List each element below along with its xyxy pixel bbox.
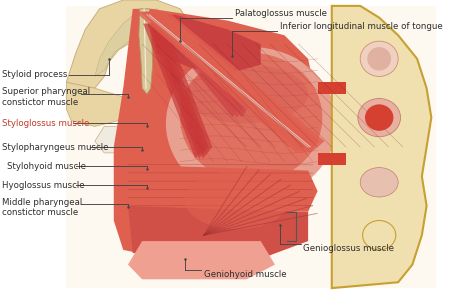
Polygon shape xyxy=(332,6,431,288)
Polygon shape xyxy=(318,153,346,165)
Text: Genioglossus muscle: Genioglossus muscle xyxy=(303,244,394,253)
Polygon shape xyxy=(135,12,310,153)
Polygon shape xyxy=(151,24,212,159)
Polygon shape xyxy=(128,206,308,265)
Text: Stylohyoid muscle: Stylohyoid muscle xyxy=(7,162,86,171)
Ellipse shape xyxy=(360,168,398,197)
Text: Geniohyoid muscle: Geniohyoid muscle xyxy=(204,270,286,279)
Ellipse shape xyxy=(185,171,289,229)
Polygon shape xyxy=(149,12,325,153)
Polygon shape xyxy=(318,82,346,94)
Polygon shape xyxy=(128,241,275,279)
Polygon shape xyxy=(140,12,315,153)
Ellipse shape xyxy=(166,47,337,200)
Text: Stylopharyngeus muscle: Stylopharyngeus muscle xyxy=(2,143,109,151)
Ellipse shape xyxy=(360,41,398,76)
Ellipse shape xyxy=(358,98,401,137)
Polygon shape xyxy=(95,9,175,76)
Polygon shape xyxy=(161,18,251,118)
Polygon shape xyxy=(156,18,246,118)
Polygon shape xyxy=(66,82,133,126)
Polygon shape xyxy=(123,165,318,212)
Polygon shape xyxy=(143,24,205,159)
Text: Styloglossus muscle: Styloglossus muscle xyxy=(2,119,90,128)
Polygon shape xyxy=(95,126,133,153)
Bar xyxy=(66,6,436,288)
Ellipse shape xyxy=(367,47,391,71)
Polygon shape xyxy=(152,18,242,118)
Text: Middle pharyngeal
constictor muscle: Middle pharyngeal constictor muscle xyxy=(2,198,82,217)
Polygon shape xyxy=(139,9,153,94)
Text: Superior pharyngeal
constictor muscle: Superior pharyngeal constictor muscle xyxy=(2,87,91,107)
Ellipse shape xyxy=(180,53,322,182)
Polygon shape xyxy=(145,12,320,153)
Text: Styloid process: Styloid process xyxy=(2,71,68,79)
Text: Inferior longitudinal muscle of tongue: Inferior longitudinal muscle of tongue xyxy=(280,22,442,31)
Text: Hyoglossus muscle: Hyoglossus muscle xyxy=(2,181,85,190)
Polygon shape xyxy=(114,9,318,259)
Text: Palatoglossus muscle: Palatoglossus muscle xyxy=(235,9,327,18)
Polygon shape xyxy=(147,24,209,159)
Ellipse shape xyxy=(365,104,393,131)
Ellipse shape xyxy=(185,65,308,123)
Polygon shape xyxy=(152,15,261,74)
Polygon shape xyxy=(66,0,190,88)
Ellipse shape xyxy=(363,220,396,250)
